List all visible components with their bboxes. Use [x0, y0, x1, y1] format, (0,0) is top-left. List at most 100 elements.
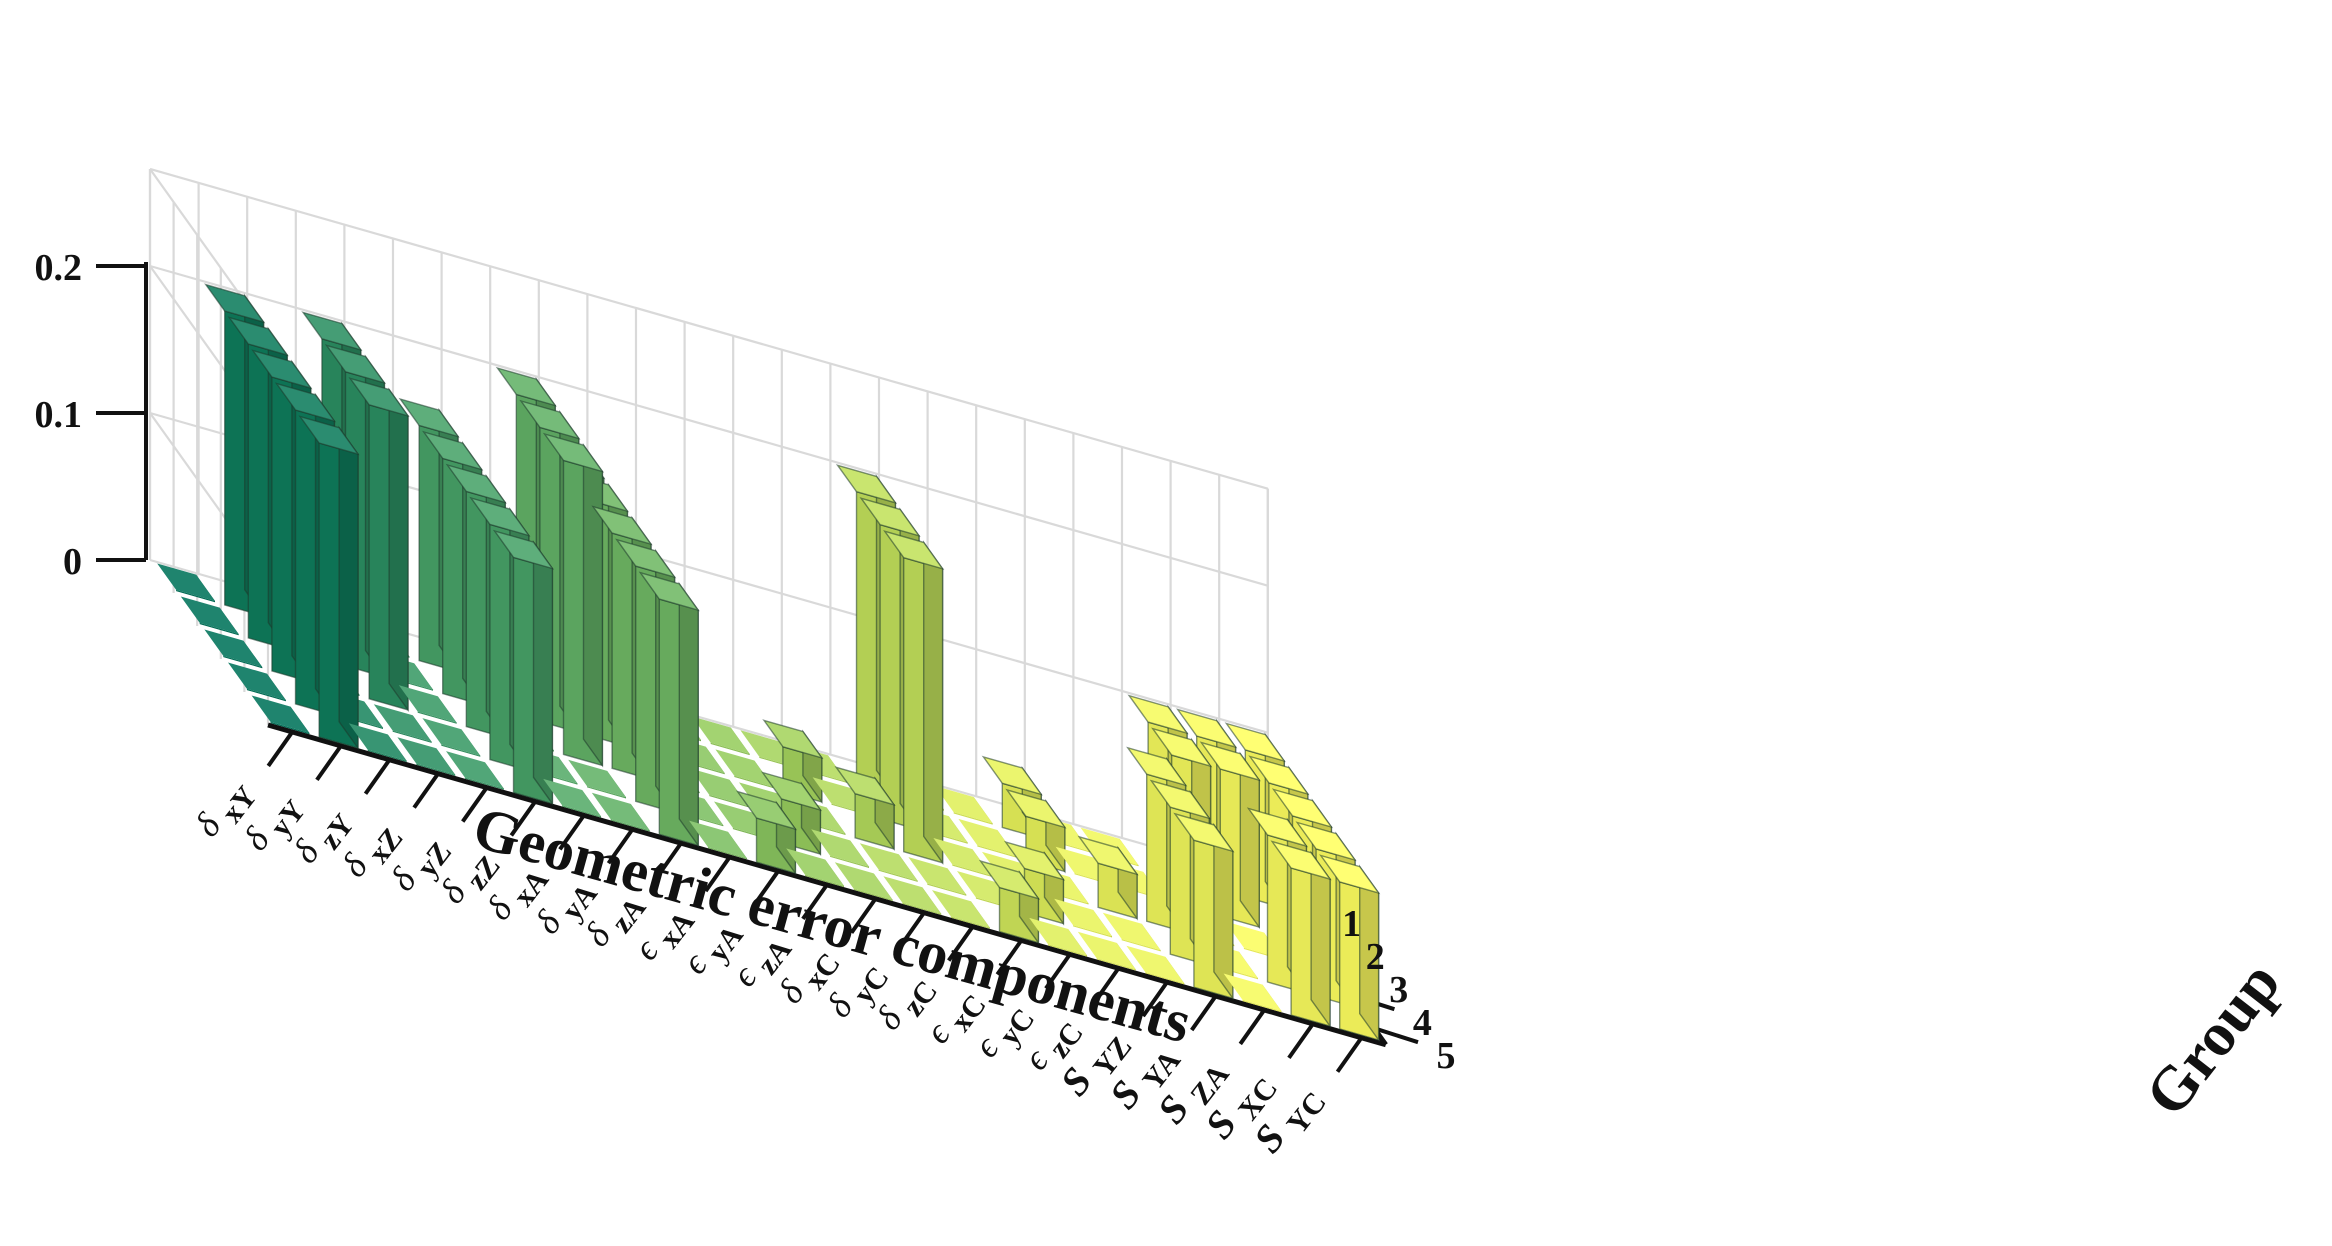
bar-face-top	[422, 430, 484, 471]
bar-face-front	[367, 749, 407, 762]
x-tick	[801, 883, 829, 921]
bar	[1223, 973, 1282, 1013]
bar-face-front	[464, 777, 504, 790]
bar-face-top	[1246, 807, 1309, 848]
bar	[542, 432, 605, 768]
bar-face-top	[348, 723, 407, 761]
bar-face-top	[227, 316, 289, 357]
bar-face-front	[902, 902, 942, 915]
bar-face-top	[397, 737, 456, 775]
bar-face-top	[1224, 722, 1286, 763]
bar	[762, 719, 824, 805]
bar-face-front	[270, 721, 310, 735]
bar-face-top	[373, 704, 432, 742]
bar-face-front	[562, 805, 601, 818]
bar-face-front	[223, 655, 263, 669]
x-tick	[655, 841, 683, 879]
bar-face-top	[715, 749, 774, 787]
bar-face-top	[760, 771, 823, 812]
bar	[1270, 840, 1332, 1029]
bar	[883, 530, 945, 865]
bar-face-top	[1151, 727, 1213, 768]
bar	[1077, 835, 1139, 921]
bar	[298, 415, 360, 751]
bar-face-front	[927, 883, 967, 896]
x-tick	[947, 925, 975, 962]
y-tick	[1373, 1026, 1419, 1045]
bar-face-top	[591, 792, 650, 831]
bar-face-top	[1271, 788, 1334, 829]
bar-face-top	[519, 399, 581, 440]
bar	[1029, 917, 1087, 957]
bar-face-top	[1102, 912, 1161, 951]
y-tick-label: 4	[1413, 1002, 1432, 1044]
bar-face-top	[859, 843, 918, 881]
x-tick	[363, 758, 392, 795]
bar-face-top	[690, 768, 749, 806]
bar-face-top	[1270, 840, 1332, 881]
bar-face-top	[691, 716, 750, 754]
bar-face-front	[734, 775, 774, 789]
bar	[932, 890, 990, 929]
bar-face-top	[469, 496, 531, 537]
bar	[180, 596, 239, 636]
bar-face-top	[542, 432, 605, 473]
bar-face-front	[953, 812, 993, 825]
bar-face-top	[835, 464, 898, 505]
bar-face-top	[1077, 835, 1139, 876]
bar-face-top	[298, 415, 360, 456]
bar-face-top	[932, 890, 990, 928]
x-tick	[509, 800, 537, 837]
bar	[834, 862, 893, 901]
bars	[157, 283, 1381, 1043]
bar-face-top	[157, 563, 215, 601]
x-tick	[558, 814, 586, 851]
bar	[760, 771, 823, 857]
bar-face-top	[591, 505, 653, 546]
bar-face-top	[1077, 931, 1136, 970]
bar	[251, 695, 310, 735]
bar-face-top	[978, 859, 1041, 900]
bar	[859, 843, 918, 882]
bar-face-front	[710, 742, 750, 756]
bar	[492, 529, 555, 806]
bar-face-top	[543, 778, 601, 817]
x-tick	[1190, 994, 1218, 1032]
bar-face-top	[446, 751, 504, 789]
bar-face-top	[204, 629, 263, 667]
bar	[691, 716, 750, 756]
y-tick-label: 2	[1366, 936, 1385, 978]
bar-face-top	[1248, 755, 1310, 796]
x-tick	[1238, 1008, 1266, 1046]
bar	[638, 571, 700, 848]
bar-face-top	[735, 790, 798, 831]
bar	[228, 662, 286, 702]
bar-face-top	[934, 785, 993, 824]
bar-face-top	[981, 755, 1043, 796]
bar-face-front	[952, 864, 992, 877]
grid-line-back-horizontal	[149, 264, 1269, 587]
bar-face-top	[228, 662, 286, 700]
bar-face-front	[417, 711, 457, 724]
x-tick	[898, 911, 926, 948]
bar-face-front	[707, 847, 747, 860]
bar-face-top	[811, 829, 869, 867]
bar-face-front	[977, 845, 1017, 858]
bar-face-top	[1003, 840, 1066, 881]
bar-face-top	[422, 718, 481, 756]
bar	[568, 759, 626, 799]
bar-face-top	[958, 818, 1017, 857]
y-tick-label: 3	[1389, 969, 1408, 1011]
x-tick	[1287, 1022, 1315, 1060]
bar	[348, 377, 410, 713]
bar-face-top	[204, 283, 266, 324]
bar-face-top	[1319, 854, 1381, 895]
bar	[1054, 898, 1112, 938]
bar	[1126, 945, 1185, 985]
bar-face-front	[441, 744, 481, 757]
z-tick-label: 0.2	[35, 247, 83, 289]
bar	[591, 792, 650, 832]
bar-face-top	[883, 876, 942, 914]
z-tick-label: 0.1	[35, 394, 83, 436]
bar-face-front	[1048, 944, 1087, 957]
